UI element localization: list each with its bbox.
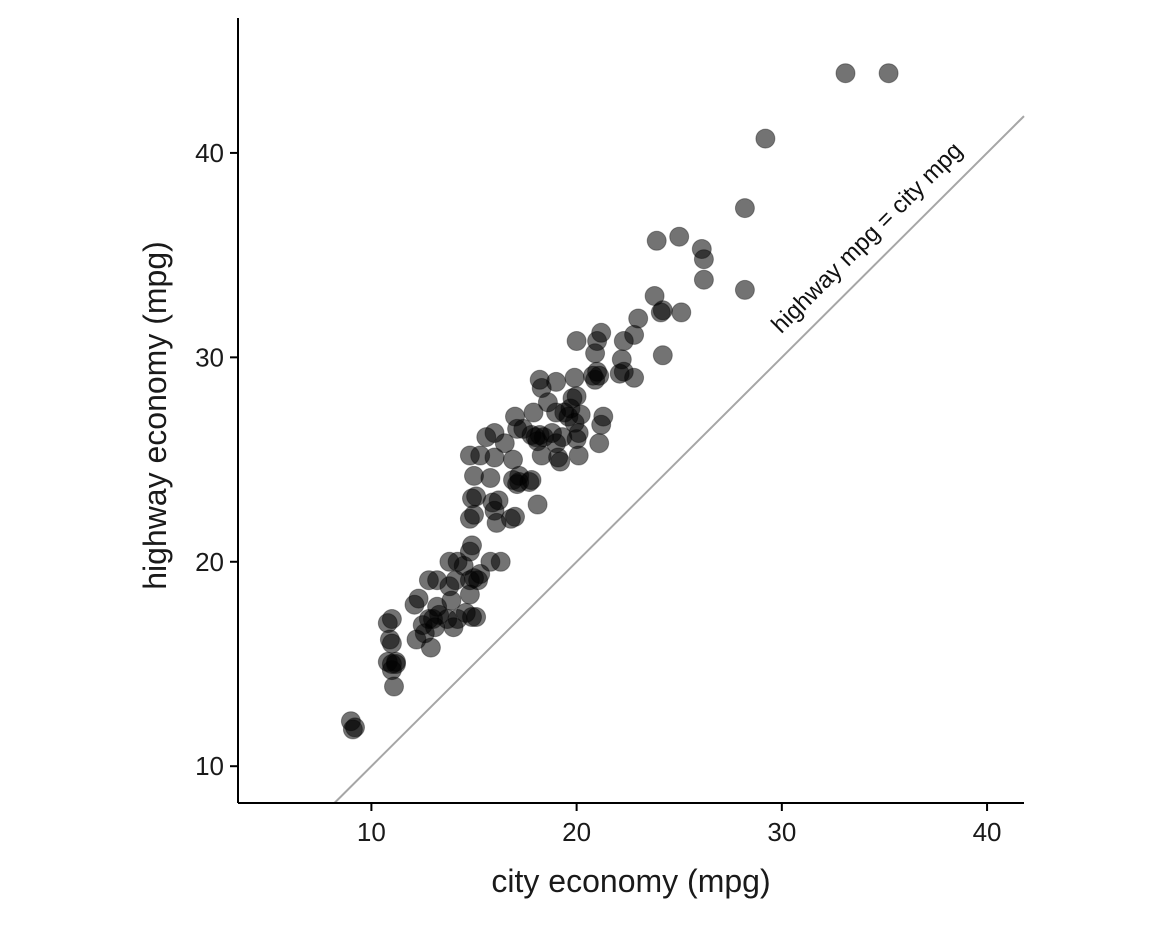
x-tick-label: 40 bbox=[973, 817, 1002, 847]
reference-line bbox=[333, 115, 1025, 804]
data-point bbox=[652, 300, 673, 321]
x-tick-label: 10 bbox=[357, 817, 386, 847]
data-point bbox=[550, 451, 571, 472]
data-point bbox=[624, 324, 645, 345]
data-point bbox=[523, 402, 544, 423]
data-point bbox=[671, 302, 692, 323]
data-point bbox=[564, 367, 585, 388]
data-point bbox=[527, 494, 548, 515]
data-point bbox=[381, 609, 402, 629]
data-point bbox=[568, 445, 589, 466]
data-point bbox=[480, 468, 501, 488]
data-point bbox=[546, 371, 567, 392]
reference-line-layer bbox=[333, 115, 1025, 804]
data-point bbox=[589, 365, 610, 386]
data-point bbox=[490, 551, 511, 572]
data-point bbox=[521, 470, 542, 490]
data-point bbox=[646, 230, 667, 251]
y-tick-label: 30 bbox=[195, 342, 224, 372]
data-point bbox=[494, 433, 515, 454]
data-point bbox=[755, 128, 776, 149]
data-point bbox=[464, 504, 484, 525]
data-point bbox=[420, 637, 441, 658]
data-point bbox=[693, 269, 714, 290]
data-point bbox=[462, 535, 482, 556]
data-point bbox=[488, 490, 509, 511]
x-tick-label: 20 bbox=[562, 817, 591, 847]
data-point bbox=[570, 404, 591, 425]
x-tick-label: 30 bbox=[767, 817, 796, 847]
reference-line-label: highway mpg = city mpg bbox=[766, 137, 968, 338]
data-point bbox=[408, 588, 429, 609]
data-point bbox=[835, 63, 856, 84]
data-point bbox=[441, 590, 462, 611]
y-tick-label: 40 bbox=[195, 138, 224, 168]
data-point bbox=[878, 63, 899, 84]
data-points bbox=[340, 63, 899, 740]
data-point bbox=[566, 386, 587, 407]
data-point bbox=[591, 414, 612, 435]
axis-ticks: 10 20 30 40 10 20 30 40 bbox=[195, 138, 1001, 847]
data-point bbox=[734, 198, 755, 219]
data-point bbox=[628, 308, 649, 329]
data-point bbox=[345, 717, 365, 738]
data-point bbox=[505, 506, 525, 527]
reference-line-label-group: highway mpg = city mpg bbox=[766, 137, 968, 338]
y-tick-label: 10 bbox=[195, 751, 224, 781]
data-point bbox=[466, 607, 487, 627]
data-point bbox=[591, 322, 612, 343]
data-point bbox=[652, 345, 673, 366]
data-point bbox=[566, 331, 587, 351]
data-point bbox=[379, 629, 400, 650]
data-point bbox=[503, 449, 523, 470]
data-point bbox=[384, 676, 404, 697]
data-point bbox=[669, 226, 690, 247]
data-point bbox=[693, 249, 714, 270]
y-axis-title: highway economy (mpg) bbox=[137, 241, 173, 590]
x-axis-title: city economy (mpg) bbox=[491, 863, 770, 899]
y-tick-label: 20 bbox=[195, 547, 224, 577]
axes bbox=[237, 18, 1024, 804]
data-point bbox=[386, 654, 406, 674]
data-point bbox=[624, 367, 645, 388]
data-point bbox=[734, 279, 755, 300]
data-point bbox=[589, 433, 610, 454]
